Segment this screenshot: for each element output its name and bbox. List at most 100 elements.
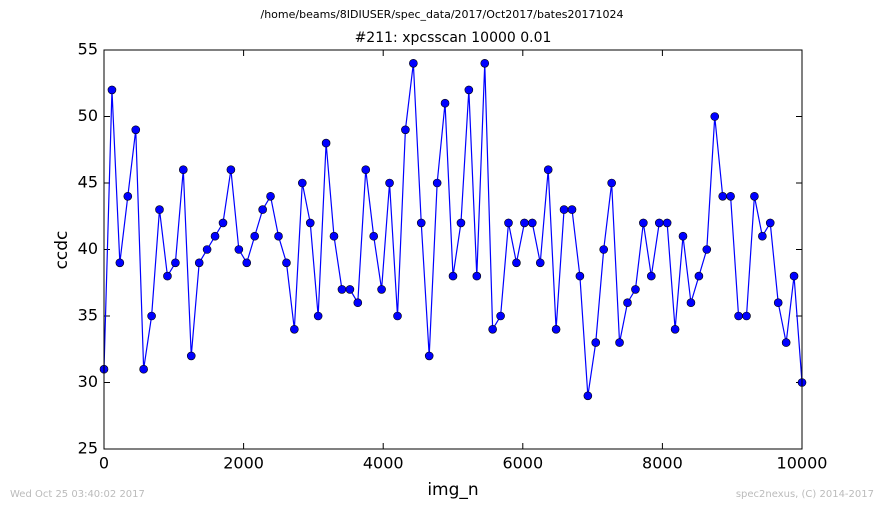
- data-point: [131, 125, 141, 135]
- data-point: [377, 285, 386, 294]
- data-point: [282, 258, 291, 268]
- data-point: [702, 245, 712, 254]
- data-point: [639, 218, 648, 228]
- chart-title: /home/beams/8IDIUSER/spec_data/2017/Oct2…: [261, 8, 624, 21]
- data-point: [298, 178, 307, 188]
- data-point: [734, 311, 743, 321]
- data-point: [662, 218, 672, 228]
- data-point: [218, 218, 228, 228]
- data-point: [139, 364, 148, 374]
- data-point: [274, 231, 283, 241]
- data-point: [686, 298, 696, 308]
- data-point: [504, 218, 513, 228]
- data-point: [583, 391, 593, 401]
- data-point: [718, 192, 728, 201]
- data-point: [361, 165, 371, 174]
- data-point: [186, 351, 196, 361]
- x-tick-label: 8000: [642, 454, 683, 473]
- data-point: [543, 165, 553, 174]
- data-point: [234, 245, 244, 254]
- data-point: [551, 324, 561, 334]
- data-point: [353, 298, 363, 308]
- y-tick-label: 25: [78, 439, 98, 458]
- data-point: [496, 311, 505, 321]
- data-point: [178, 165, 188, 174]
- data-point: [305, 218, 315, 228]
- data-point: [480, 58, 490, 68]
- data-point: [329, 231, 339, 241]
- y-tick-label: 30: [78, 372, 98, 391]
- data-point: [591, 338, 601, 347]
- data-point: [726, 192, 735, 201]
- data-point: [385, 178, 394, 188]
- y-tick-label: 55: [78, 40, 98, 59]
- data-point: [599, 245, 608, 254]
- data-point: [559, 205, 569, 214]
- data-point: [194, 258, 204, 268]
- data-point: [488, 324, 497, 334]
- data-point: [171, 258, 180, 268]
- data-point: [694, 271, 704, 281]
- data-point: [155, 205, 164, 214]
- data-point: [647, 271, 656, 281]
- data-point: [107, 85, 117, 95]
- data-point: [226, 165, 236, 174]
- data-point: [575, 271, 585, 281]
- data-point: [202, 245, 212, 254]
- data-point: [631, 285, 640, 294]
- x-tick-label: 0: [99, 454, 109, 473]
- footer-right: spec2nexus, (C) 2014-2017: [736, 489, 874, 500]
- plot-frame: [103, 49, 803, 450]
- x-tick-label: 2000: [223, 454, 264, 473]
- data-point: [758, 231, 767, 241]
- y-tick-label: 40: [78, 239, 98, 258]
- data-point: [607, 178, 616, 188]
- x-axis-label: img_n: [427, 480, 478, 500]
- data-point: [456, 218, 466, 228]
- data-point: [615, 338, 624, 347]
- footer-left: Wed Oct 25 03:40:02 2017: [10, 489, 145, 500]
- data-point: [432, 178, 442, 188]
- data-point: [670, 324, 680, 334]
- data-point: [742, 311, 751, 321]
- data-point: [773, 298, 783, 308]
- x-tick-label: 6000: [502, 454, 543, 473]
- y-tick-label: 45: [78, 173, 98, 192]
- data-point: [393, 311, 402, 321]
- data-point: [416, 218, 426, 228]
- data-point: [401, 125, 410, 135]
- data-point: [464, 85, 474, 95]
- data-point: [409, 58, 418, 68]
- y-axis-label: ccdc: [52, 231, 72, 270]
- data-point: [567, 205, 577, 214]
- data-point: [789, 271, 799, 281]
- data-point: [258, 205, 267, 214]
- data-point: [250, 231, 259, 241]
- data-point: [266, 192, 275, 201]
- data-point: [535, 258, 545, 268]
- data-point: [163, 271, 172, 281]
- y-tick-label: 35: [78, 306, 98, 325]
- data-point: [710, 112, 720, 121]
- x-tick-label: 10000: [777, 454, 828, 473]
- data-point: [337, 285, 347, 294]
- data-point: [345, 285, 355, 294]
- data-point: [115, 258, 125, 268]
- data-point: [210, 231, 220, 241]
- data-point: [654, 218, 664, 228]
- y-tick-label: 50: [78, 106, 98, 125]
- data-point: [765, 218, 775, 228]
- data-point: [781, 338, 791, 347]
- data-point: [369, 231, 379, 241]
- x-tick-label: 4000: [363, 454, 404, 473]
- data-point: [512, 258, 521, 268]
- data-point: [623, 298, 632, 308]
- data-point: [123, 192, 133, 201]
- data-point: [520, 218, 529, 228]
- data-point: [313, 311, 323, 321]
- data-point: [527, 218, 537, 228]
- data-point: [472, 271, 482, 281]
- data-point: [424, 351, 434, 361]
- data-point: [290, 324, 299, 334]
